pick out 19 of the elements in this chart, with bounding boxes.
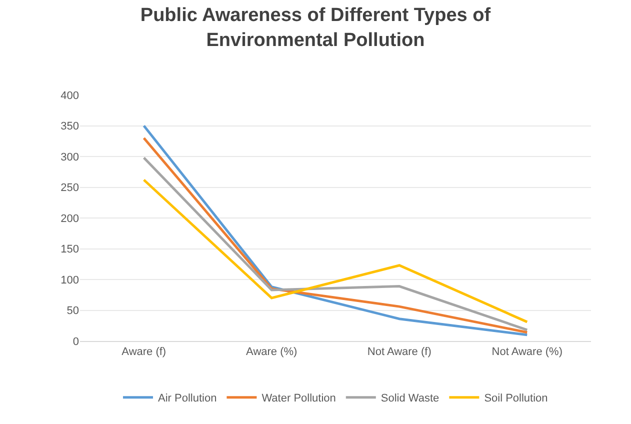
- y-tick-label: 250: [60, 182, 79, 194]
- x-tick-label: Aware (f): [122, 346, 166, 358]
- x-tick-label: Aware (%): [246, 346, 298, 358]
- y-tick-label: 350: [60, 120, 79, 133]
- y-tick-label: 100: [60, 274, 79, 286]
- y-tick-label: 400: [60, 90, 79, 102]
- y-tick-label: 50: [66, 305, 79, 318]
- x-tick-label: Not Aware (f): [367, 346, 432, 358]
- y-tick-label: 200: [60, 212, 79, 225]
- chart-title: Public Awareness of Different Types of Environmental Pollution: [140, 5, 492, 51]
- y-tick-label: 300: [60, 151, 79, 164]
- legend-label: Air Pollution: [158, 392, 217, 405]
- legend-label: Solid Waste: [380, 392, 440, 405]
- x-tick-label: Not Aware (%): [492, 346, 562, 358]
- y-tick-label: 0: [72, 336, 79, 348]
- y-tick-label: 150: [60, 244, 79, 256]
- legend-label: Soil Pollution: [484, 392, 548, 405]
- legend-label: Water Pollution: [262, 392, 336, 405]
- line-series: [142, 178, 528, 324]
